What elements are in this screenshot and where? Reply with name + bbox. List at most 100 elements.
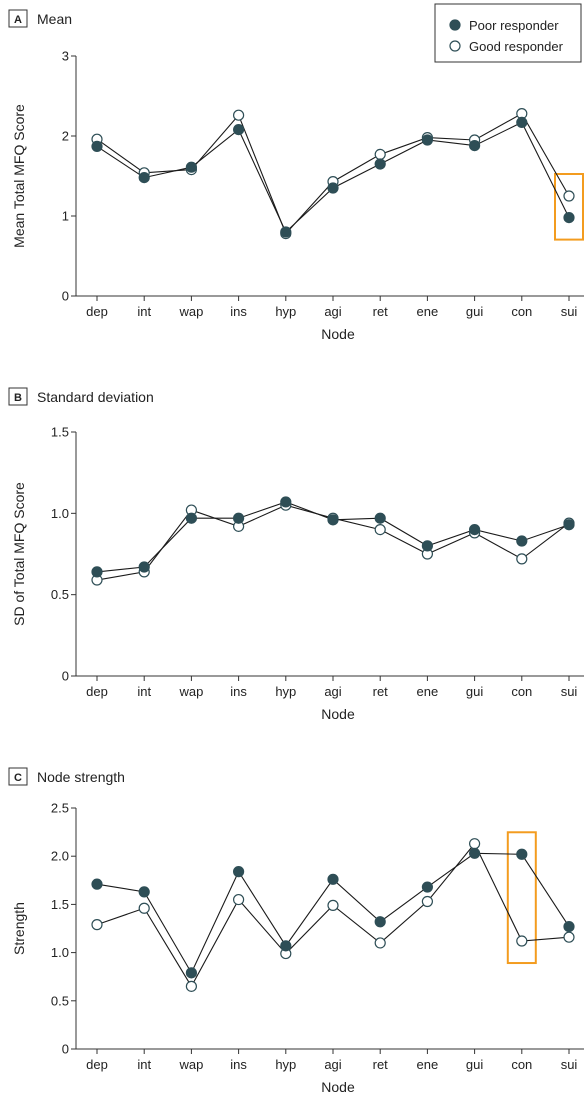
y-tick-label: 1.0: [51, 945, 69, 960]
good-responder-point: [563, 190, 575, 202]
panel-badge-letter: C: [14, 772, 22, 784]
x-tick-label: int: [137, 684, 151, 699]
good-responder-point: [233, 893, 245, 906]
good-responder-line: [96, 842, 570, 988]
good-responder-point: [516, 935, 528, 947]
x-tick-label: con: [511, 1057, 532, 1072]
panel-badge-box: [8, 387, 28, 406]
poor-responder-point: [280, 940, 292, 952]
y-tick-label: 1: [62, 209, 69, 224]
x-tick-label: hyp: [275, 1057, 296, 1072]
y-tick-label: 1.5: [51, 897, 69, 912]
y-axis-title: Strength: [11, 902, 27, 955]
poor-responder-point: [563, 519, 575, 531]
good-responder-point: [91, 919, 103, 931]
x-tick-label: wap: [178, 304, 203, 319]
poor-responder-point: [138, 886, 150, 898]
y-axis-title: SD of Total MFQ Score: [11, 482, 27, 626]
panel-standard-deviation: B Standard deviation 0 0.5 1.0 1.5 dep int wap in…: [8, 387, 584, 722]
legend-good-label: Good responder: [469, 39, 564, 54]
panel-badge-letter: B: [14, 392, 22, 404]
x-tick-label: dep: [86, 1057, 108, 1072]
good-responder-line: [96, 112, 570, 235]
poor-responder-point: [327, 873, 339, 885]
x-tick-label: wap: [178, 1057, 203, 1072]
y-tick-label: 3: [62, 49, 69, 64]
poor-responder-point: [421, 881, 433, 893]
poor-responder-point: [327, 514, 339, 526]
legend-poor-label: Poor responder: [469, 18, 559, 33]
x-tick-label: gui: [466, 304, 483, 319]
poor-responder-point: [138, 172, 150, 184]
x-tick-label: wap: [178, 684, 203, 699]
good-responder-point: [185, 980, 197, 992]
poor-responder-point: [91, 566, 103, 578]
y-tick-label: 2: [62, 129, 69, 144]
poor-responder-line: [96, 501, 570, 573]
panel-title: Mean: [37, 11, 72, 27]
legend-box: [434, 3, 582, 63]
poor-responder-point: [563, 920, 575, 933]
panel-mean: A Mean 0 1 2 3 dep int wap ins hyp agi ret ene gui con s…: [8, 9, 584, 342]
x-axis-title: Node: [321, 706, 355, 722]
poor-responder-point: [469, 523, 481, 536]
highlight-box: [506, 831, 537, 965]
good-responder-point: [469, 838, 481, 850]
legend-good-marker: [449, 40, 461, 52]
x-tick-label: agi: [324, 1057, 341, 1072]
poor-responder-point: [516, 116, 528, 129]
x-tick-label: dep: [86, 684, 108, 699]
poor-responder-point: [185, 161, 197, 173]
x-axis-title: Node: [321, 1079, 355, 1095]
x-axis-title: Node: [321, 326, 355, 342]
x-tick-label: ins: [230, 304, 247, 319]
y-tick-label: 2.5: [51, 801, 69, 816]
poor-responder-point: [233, 124, 245, 136]
good-responder-point: [327, 899, 339, 911]
poor-responder-point: [421, 134, 433, 146]
good-responder-point: [374, 523, 386, 536]
poor-responder-line: [96, 852, 570, 975]
panel-badge-box: [8, 767, 28, 786]
panel-node-strength: C Node strength 0 0.5 1.0 1.5 2.0 2.5 dep int wap i…: [8, 767, 584, 1095]
panel-title: Node strength: [37, 769, 125, 785]
x-tick-label: agi: [324, 684, 341, 699]
y-tick-label: 0: [62, 289, 69, 304]
good-responder-point: [374, 937, 386, 949]
x-tick-label: gui: [466, 1057, 483, 1072]
x-tick-label: ret: [373, 684, 389, 699]
x-tick-label: gui: [466, 684, 483, 699]
panel-badge-letter: A: [14, 14, 22, 26]
poor-responder-point: [374, 158, 386, 170]
y-tick-label: 0.5: [51, 587, 69, 602]
good-responder-point: [563, 931, 575, 943]
y-tick-label: 1.5: [51, 425, 69, 440]
x-tick-label: int: [137, 304, 151, 319]
poor-responder-point: [469, 847, 481, 859]
good-responder-point: [516, 553, 528, 565]
x-tick-label: ene: [417, 304, 439, 319]
x-tick-label: ret: [373, 1057, 389, 1072]
x-tick-label: ret: [373, 304, 389, 319]
x-tick-label: ene: [417, 684, 439, 699]
poor-responder-point: [185, 512, 197, 524]
good-responder-point: [374, 148, 386, 160]
x-tick-label: hyp: [275, 304, 296, 319]
x-tick-label: ene: [417, 1057, 439, 1072]
poor-responder-point: [516, 535, 528, 547]
poor-responder-point: [374, 512, 386, 524]
x-tick-label: con: [511, 684, 532, 699]
legend: Poor responder Good responder: [434, 3, 582, 63]
y-tick-label: 1.0: [51, 506, 69, 521]
poor-responder-point: [280, 496, 292, 508]
poor-responder-point: [563, 212, 575, 224]
y-tick-label: 0: [62, 1042, 69, 1057]
panel-title: Standard deviation: [37, 389, 154, 405]
legend-poor-marker: [449, 19, 461, 31]
good-responder-point: [138, 902, 150, 914]
poor-responder-point: [91, 878, 103, 890]
x-tick-label: sui: [561, 1057, 578, 1072]
poor-responder-point: [374, 916, 386, 928]
x-tick-label: ins: [230, 1057, 247, 1072]
